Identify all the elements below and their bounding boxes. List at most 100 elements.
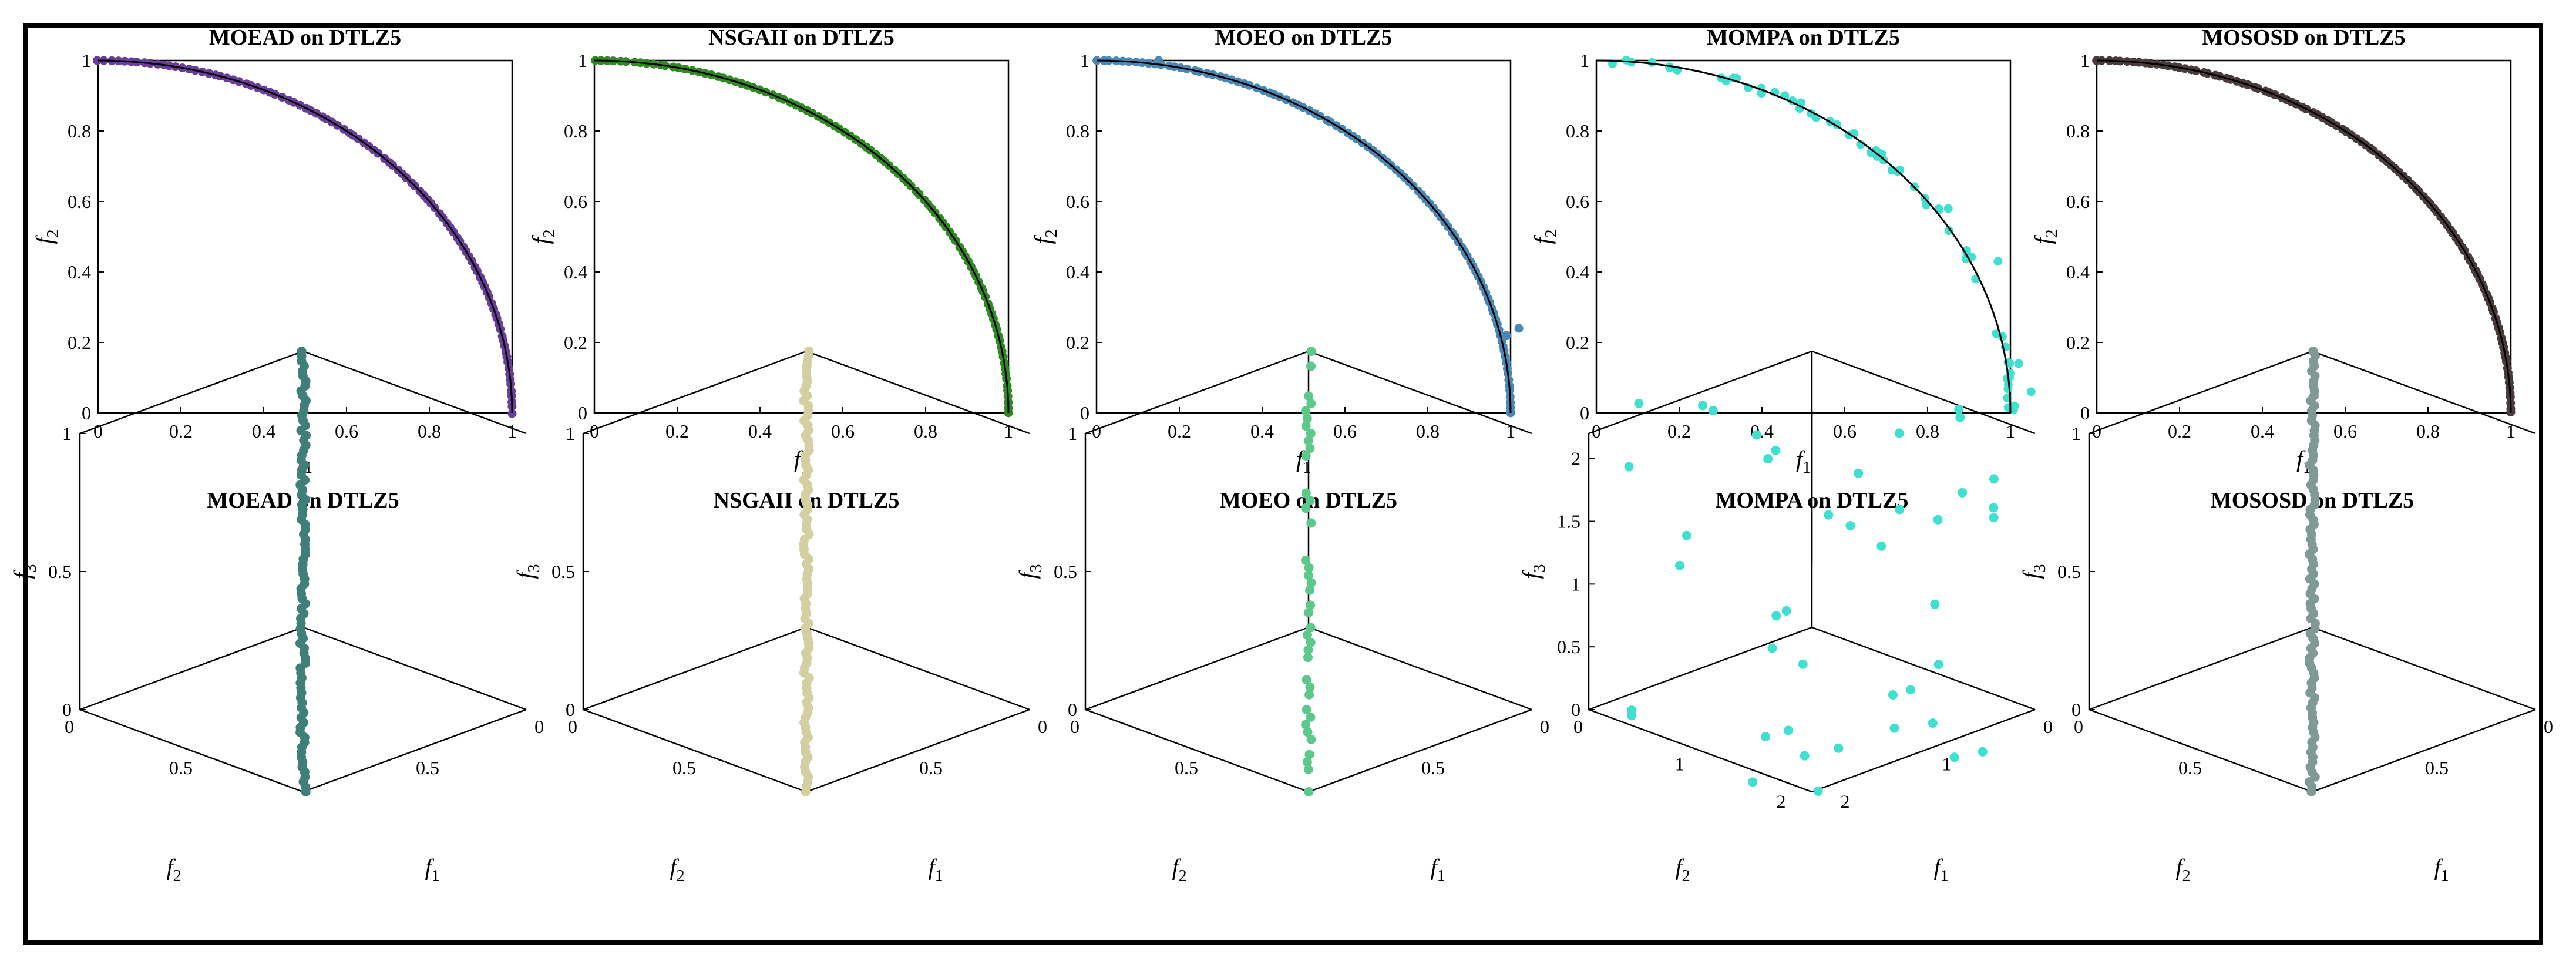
back-edge xyxy=(1308,350,1532,435)
y-axis xyxy=(806,708,1030,793)
data-point xyxy=(1304,607,1314,617)
data-point xyxy=(1304,787,1314,796)
data-point xyxy=(1306,361,1316,371)
z-tick-label: 0.5 xyxy=(1054,561,1077,582)
data-point xyxy=(2014,359,2023,368)
y-tick-label: 0.6 xyxy=(564,191,587,212)
data-point xyxy=(1302,757,1312,767)
chart-title: MOMPA on DTLZ5 xyxy=(1707,25,1900,50)
data-point xyxy=(1301,451,1311,461)
data-point xyxy=(1626,711,1636,721)
svg-text:f1: f1 xyxy=(2434,854,2449,885)
data-point xyxy=(1301,488,1311,498)
data-point xyxy=(1304,563,1314,573)
data-point xyxy=(1895,505,1905,515)
svg-text:f1: f1 xyxy=(1933,854,1948,885)
z-tick-label: 1 xyxy=(62,423,72,444)
xy-tick-label: 0 xyxy=(534,716,544,737)
data-point xyxy=(1834,743,1844,753)
x-tick-label: 0.2 xyxy=(169,421,193,442)
data-point xyxy=(1928,718,1938,728)
svg-text:f2: f2 xyxy=(527,229,559,244)
data-point xyxy=(1302,630,1312,640)
xy-tick-label: 0.5 xyxy=(919,757,943,778)
z-tick-label: 2 xyxy=(1571,448,1580,469)
xy-tick-label: 0.5 xyxy=(416,757,439,778)
x-tick-label: 0 xyxy=(1092,421,1101,442)
y-axis-label: f2 xyxy=(527,229,559,244)
y-axis xyxy=(1811,708,2036,793)
chart-title: MOSOSD on DTLZ5 xyxy=(2202,25,2405,50)
z-tick-label: 1.5 xyxy=(1557,511,1580,532)
y-axis-label: f2 xyxy=(670,854,684,885)
data-point xyxy=(1771,445,1781,455)
y-tick-label: 0.4 xyxy=(68,261,91,283)
data-point xyxy=(1989,513,1999,523)
y-axis xyxy=(302,708,527,793)
x-tick-label: 0.6 xyxy=(335,421,358,442)
data-point xyxy=(1767,643,1777,653)
back-edge xyxy=(79,350,304,435)
back-edge xyxy=(302,626,527,711)
z-tick-label: 0 xyxy=(1571,699,1580,720)
xy-tick-label: 0 xyxy=(568,716,577,737)
data-point xyxy=(1888,690,1898,700)
data-point xyxy=(1304,690,1314,700)
chart-title: MOEAD on DTLZ5 xyxy=(209,25,401,50)
data-point xyxy=(1930,599,1940,609)
y-axis-label: f2 xyxy=(1675,854,1690,885)
data-point xyxy=(1301,720,1311,730)
data-point xyxy=(1698,401,1708,411)
chart-2d-1: MOEAD on DTLZ5 00 0.2 0.2 0.4 0.4 0.6 0.6 0.8 0.8… xyxy=(68,25,517,442)
y-tick-label: 0.4 xyxy=(1066,261,1089,283)
x-tick-label: 0.8 xyxy=(1416,421,1440,442)
x-tick-label: 0.2 xyxy=(1667,421,1691,442)
z-tick-label: 0.5 xyxy=(48,561,72,582)
y-tick-label: 0.4 xyxy=(2066,261,2090,283)
back-edge xyxy=(806,626,1030,711)
data-point xyxy=(1302,705,1311,715)
y-tick-label: 0.6 xyxy=(1566,191,1589,212)
back-edge xyxy=(1811,350,2036,435)
y-axis xyxy=(2312,708,2536,793)
data-point xyxy=(1301,555,1311,565)
data-point xyxy=(2010,401,2019,411)
data-point xyxy=(301,787,311,796)
x-tick-label: 0.4 xyxy=(2251,421,2274,442)
z-tick-label: 0 xyxy=(2071,699,2081,720)
data-point xyxy=(1800,751,1810,761)
data-point xyxy=(1781,606,1791,616)
data-point xyxy=(1647,58,1657,67)
data-point xyxy=(1304,750,1314,759)
y-axis-label: f2 xyxy=(166,854,181,885)
x-tick-label: 0.6 xyxy=(831,421,855,442)
y-tick-label: 0.8 xyxy=(2066,120,2090,142)
y-tick-label: 1 xyxy=(2080,50,2090,71)
data-point xyxy=(1306,428,1316,438)
data-point xyxy=(1958,488,1968,498)
z-axis-label: f3 xyxy=(1518,564,1549,579)
z-axis-label: f3 xyxy=(9,564,40,579)
y-tick-label: 1 xyxy=(1080,50,1089,71)
y-axis-label: f2 xyxy=(2175,854,2190,885)
z-tick-label: 0.5 xyxy=(1557,636,1580,657)
data-point xyxy=(1922,200,1931,209)
data-point xyxy=(1933,515,1943,525)
chart-2d-2: NSGAII on DTLZ5 00 0.2 0.2 0.4 0.4 0.6 0.6 0.8 0.… xyxy=(564,25,1013,442)
y-tick-label: 0 xyxy=(82,402,91,424)
pareto-front-line xyxy=(2096,59,2512,414)
data-point xyxy=(1306,518,1316,528)
x-tick-label: 0.4 xyxy=(252,421,275,442)
xy-tick-label: 0 xyxy=(2074,716,2083,737)
data-point xyxy=(1682,530,1691,540)
back-edge xyxy=(2089,626,2313,711)
z-tick-label: 1 xyxy=(2071,423,2081,444)
data-point xyxy=(1675,560,1685,570)
z-axis-label: f3 xyxy=(1014,564,1045,579)
x-tick-label: 0 xyxy=(590,421,599,442)
y-tick-label: 0 xyxy=(1580,402,1589,424)
data-point xyxy=(1302,414,1312,424)
z-tick-label: 1 xyxy=(1571,573,1580,594)
